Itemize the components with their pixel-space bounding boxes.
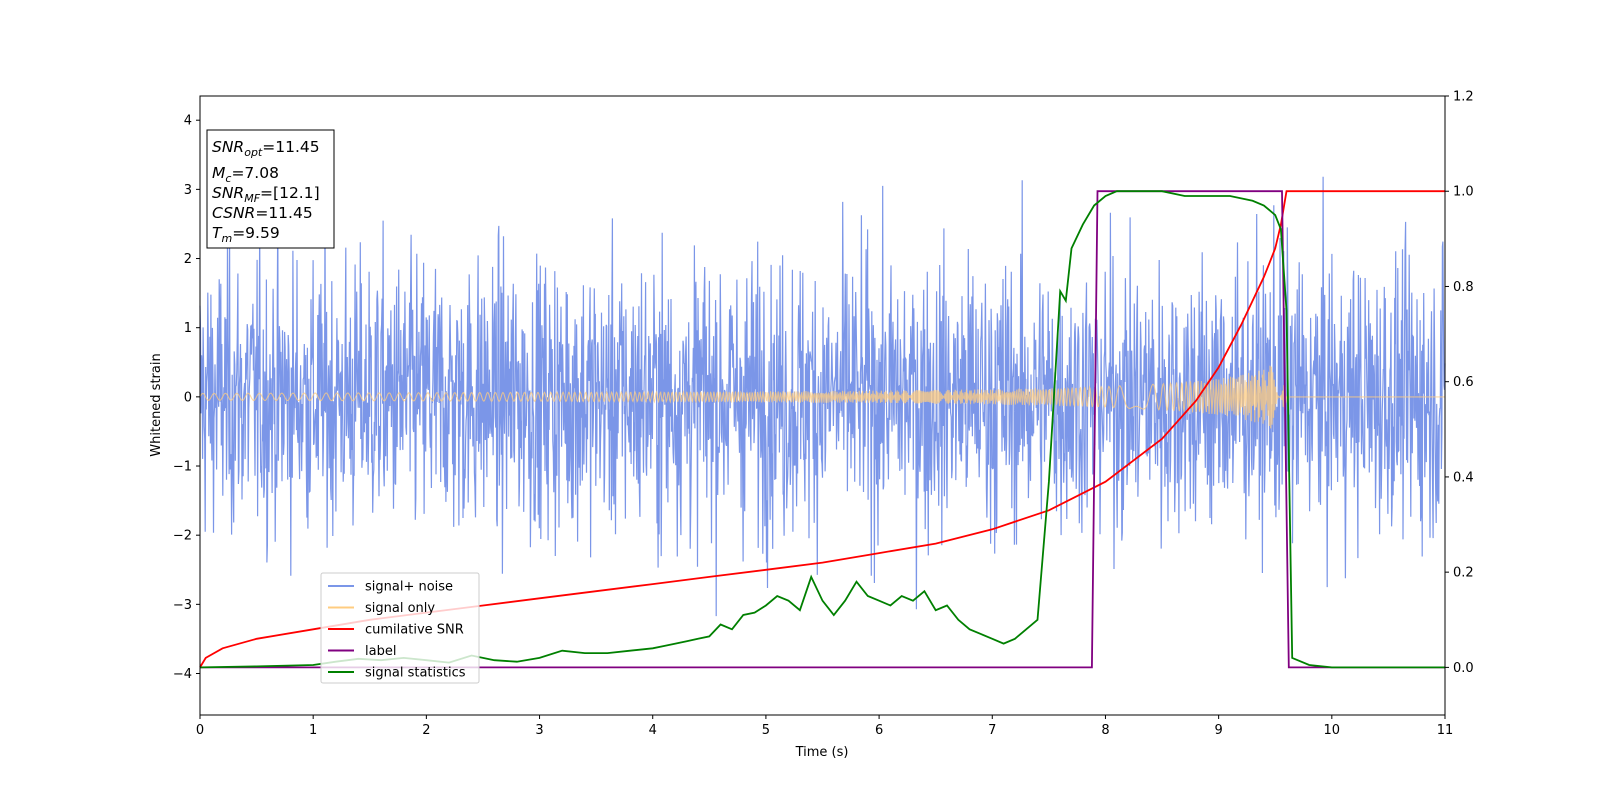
info-snr-opt: SNRopt=11.45 [212,138,320,159]
y-right-tick-label: 0.2 [1453,566,1474,581]
series-label [200,190,1445,669]
info-box: SNRopt=11.45 Mc=7.08 SNRMF=[12.1] CSNR=1… [206,129,335,249]
y-left-tick-label: 1 [184,321,192,336]
y-right-tick-label: 1.2 [1453,90,1474,105]
info-snr-mf-sub: MF [244,192,260,205]
x-axis-label: Time (s) [795,745,849,760]
plot-frame [199,95,1446,716]
info-snr-opt-sub: opt [244,146,263,159]
info-snr-mf: SNRMF=[12.1] [212,184,320,205]
info-box-frame [206,129,335,249]
y-left-tick-label: −1 [173,460,192,475]
y-right-tick-label: 0.6 [1453,375,1474,390]
legend-entry-label: cumilative SNR [365,623,464,638]
x-tick-label: 3 [535,723,543,738]
x-tick-label: 9 [1214,723,1222,738]
x-tick-label: 8 [1101,723,1109,738]
info-mc-sub: c [225,172,231,185]
x-tick-label: 0 [196,723,204,738]
x-tick-label: 5 [762,723,770,738]
info-mc-sym: M [212,164,225,182]
info-csnr-sym: CSNR [212,204,255,222]
y-left-tick-label: 3 [184,183,192,198]
y-right-tick-label: 0.4 [1453,470,1474,485]
x-tick-label: 4 [649,723,657,738]
legend-entry-label: signal statistics [365,666,466,681]
series-signal-statistics [199,190,1445,669]
y-left-tick-label: 0 [184,390,192,405]
info-csnr: CSNR=11.45 [212,204,313,222]
legend-entry-label: label [365,644,396,659]
y-left-tick-label: −3 [173,598,192,613]
info-csnr-val: =11.45 [255,204,312,222]
series-signal-only [199,365,1445,429]
y-left-tick-label: 2 [184,252,192,267]
info-mc: Mc=7.08 [212,164,279,185]
legend-entry-label: signal only [365,601,435,616]
legend-frame [320,572,480,684]
y-right-tick-label: 0.8 [1453,280,1474,295]
legend: signal+ noise signal only cumilative SNR la… [320,572,480,684]
x-tick-label: 2 [422,723,430,738]
legend-entry-label: signal+ noise [365,580,453,595]
x-tick-label: 7 [988,723,996,738]
info-tm-val: =9.59 [232,224,280,242]
info-snr-opt-val: =11.45 [262,138,319,156]
info-mc-val: =7.08 [231,164,279,182]
series-signal-noise [199,176,1446,617]
y-right-tick-label: 0.0 [1453,661,1474,676]
y-left-tick-label: −4 [173,667,192,682]
y-left-tick-label: −2 [173,529,192,544]
x-tick-label: 6 [875,723,883,738]
y-axis-label: Whitened strain [149,353,164,456]
info-tm-sym: T [212,224,223,242]
x-tick-label: 10 [1324,723,1341,738]
info-snr-opt-sym: SNR [212,138,244,156]
y-right-tick-label: 1.0 [1453,185,1474,200]
x-tick-label: 1 [309,723,317,738]
info-snr-mf-val: =[12.1] [260,184,320,202]
x-tick-label: 11 [1437,723,1454,738]
info-tm-sub: m [221,232,232,245]
info-snr-mf-sym: SNR [212,184,244,202]
info-tm: Tm=9.59 [212,224,280,245]
y-left-tick-label: 4 [184,114,192,129]
